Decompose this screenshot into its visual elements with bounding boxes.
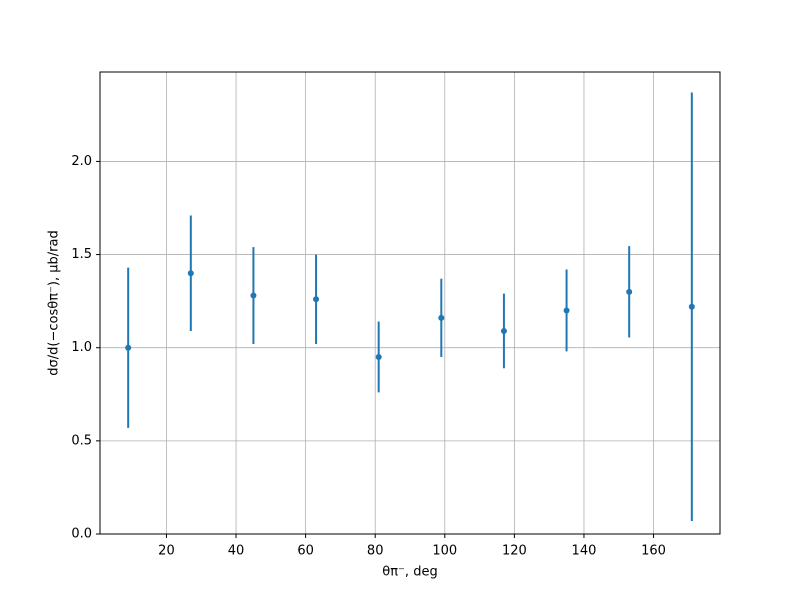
x-tick-label: 80 xyxy=(367,544,384,559)
data-point xyxy=(187,270,194,277)
data-point xyxy=(688,303,695,310)
y-tick-label: 2.0 xyxy=(71,154,92,169)
y-tick-label: 0.0 xyxy=(71,527,92,542)
data-point xyxy=(375,354,382,361)
x-tick-label: 120 xyxy=(502,544,527,559)
x-tick-label: 100 xyxy=(432,544,457,559)
y-axis-label: dσ/d(−cosθπ⁻), μb/rad xyxy=(47,230,62,375)
data-point xyxy=(313,296,320,303)
x-tick-label: 140 xyxy=(572,544,597,559)
data-point xyxy=(500,327,507,334)
plot-frame xyxy=(99,71,721,535)
x-tick-label: 60 xyxy=(297,544,314,559)
data-point xyxy=(626,288,633,295)
data-point xyxy=(125,344,132,351)
data-point xyxy=(438,314,445,321)
x-tick-label: 20 xyxy=(158,544,175,559)
x-tick-label: 160 xyxy=(641,544,666,559)
x-axis-label: θπ⁻, deg xyxy=(382,565,437,580)
y-tick-label: 1.5 xyxy=(71,247,92,262)
data-point xyxy=(563,307,570,314)
x-tick-label: 40 xyxy=(228,544,245,559)
y-tick-label: 1.0 xyxy=(71,340,92,355)
y-tick-label: 0.5 xyxy=(71,433,92,448)
data-point xyxy=(250,292,257,299)
